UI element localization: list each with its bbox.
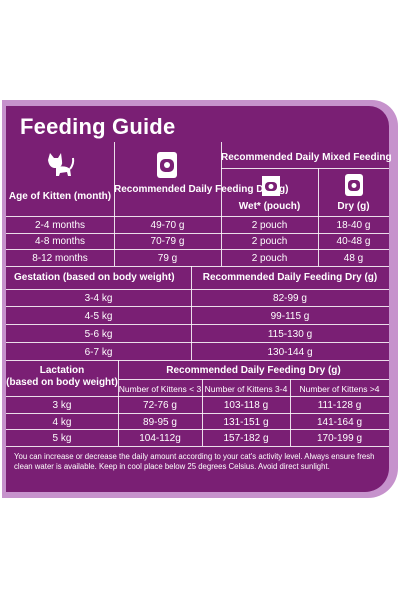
page-title: Feeding Guide — [20, 114, 176, 139]
col-wet-header: Wet* (pouch) — [238, 201, 301, 212]
kittens-3-4-header: Number of Kittens 3-4 — [204, 384, 288, 394]
mixed-dry-cell: 18-40 g — [336, 220, 371, 231]
wet-pouch-icon — [262, 176, 280, 196]
mixed-feeding-header: Recommended Daily Mixed Feeding — [221, 152, 392, 163]
kitten-icon — [48, 153, 75, 176]
feeding-note: You can increase or decrease the daily a… — [14, 452, 375, 471]
gestation-dry-header: Recommended Daily Feeding Dry (g) — [202, 272, 378, 283]
lt3-cell: 72-76 g — [143, 400, 177, 411]
gestation-weight-header: Gestation (based on body weight) — [14, 272, 175, 283]
wet-cell: 2 pouch — [251, 253, 288, 264]
wet-cell: 2 pouch — [251, 236, 288, 247]
3-4-cell: 103-118 g — [223, 400, 269, 411]
lt3-cell: 104-112g — [139, 433, 181, 444]
weight-cell: 4 kg — [52, 417, 72, 428]
lactation-dry-header: Recommended Daily Feeding Dry (g) — [166, 365, 341, 376]
lt3-cell: 89-95 g — [143, 417, 177, 428]
3-4-cell: 157-182 g — [223, 433, 269, 444]
age-cell: 2-4 months — [34, 220, 86, 231]
weight-cell: 5 kg — [52, 433, 72, 444]
wet-cell: 2 pouch — [251, 220, 288, 231]
dry-cell: 115-130 g — [267, 329, 313, 340]
dry-cell: 79 g — [157, 253, 178, 264]
dry-cell: 130-144 g — [267, 347, 313, 358]
gt4-cell: 141-164 g — [316, 417, 363, 428]
dry-cell: 49-70 g — [150, 220, 185, 231]
mixed-dry-cell: 48 g — [343, 253, 364, 264]
mixed-dry-cell: 40-48 g — [336, 236, 371, 247]
age-cell: 8-12 months — [32, 253, 88, 264]
weight-cell: 4-5 kg — [84, 311, 113, 322]
dry-food-bag-icon — [345, 174, 363, 196]
dry-cell: 70-79 g — [150, 236, 185, 247]
col-age-header: Age of Kitten (month) — [8, 191, 112, 202]
feeding-guide-panel: Feeding Guide Age of Kitten (month) Reco… — [6, 106, 392, 492]
gt4-cell: 170-199 g — [316, 433, 363, 444]
kittens-lt3-header: Number of Kittens < 3 — [118, 384, 202, 394]
col-dry-header: Recommended Daily Feeding Dry (g) — [114, 184, 289, 195]
weight-cell: 3-4 kg — [84, 293, 113, 304]
gt4-cell: 111-128 g — [317, 400, 362, 411]
lactation-title: Lactation — [39, 365, 85, 376]
col-mixed-dry-header: Dry (g) — [337, 201, 370, 212]
weight-cell: 5-6 kg — [84, 329, 113, 340]
weight-cell: 6-7 kg — [84, 347, 113, 358]
lactation-subtitle: (based on body weight) — [6, 377, 118, 388]
dry-food-bag-icon — [157, 152, 177, 178]
weight-cell: 3 kg — [52, 400, 72, 411]
dry-cell: 99-115 g — [270, 311, 310, 322]
age-cell: 4-8 months — [34, 236, 86, 247]
3-4-cell: 131-151 g — [223, 417, 269, 428]
dry-cell: 82-99 g — [273, 293, 307, 304]
kittens-gt4-header: Number of Kittens >4 — [299, 384, 380, 394]
